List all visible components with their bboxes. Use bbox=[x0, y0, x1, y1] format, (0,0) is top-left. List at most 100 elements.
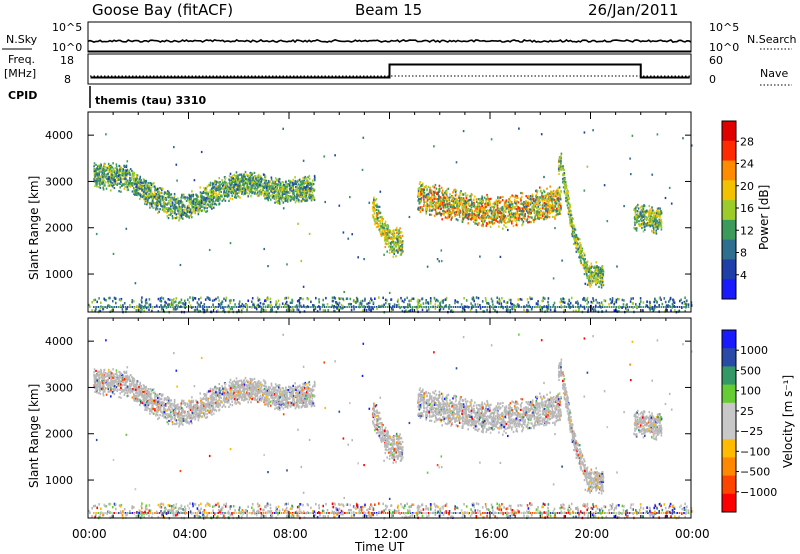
range-gate-cell bbox=[569, 222, 571, 225]
range-gate-cell bbox=[552, 198, 554, 201]
range-gate-cell bbox=[226, 193, 229, 196]
range-gate-cell bbox=[137, 186, 139, 189]
range-gate-cell bbox=[96, 172, 99, 175]
range-gate-cell bbox=[430, 205, 432, 208]
range-gate-cell bbox=[438, 198, 440, 201]
range-gate-cell bbox=[457, 212, 460, 215]
range-gate-cell bbox=[522, 212, 524, 215]
range-gate-cell bbox=[566, 188, 568, 191]
range-gate-cell bbox=[511, 212, 513, 215]
range-gate-cell bbox=[515, 217, 518, 220]
range-gate-cell bbox=[256, 184, 258, 187]
range-gate-cell bbox=[595, 280, 597, 283]
range-gate-cell bbox=[432, 190, 435, 193]
range-gate-cell bbox=[504, 209, 507, 212]
range-gate-cell bbox=[300, 189, 303, 192]
range-gate-cell bbox=[143, 184, 146, 187]
range-gate-cell bbox=[477, 209, 479, 212]
range-gate-cell bbox=[256, 194, 259, 198]
range-gate-cell bbox=[279, 183, 282, 187]
range-gate-cell bbox=[379, 222, 382, 225]
range-gate-cell bbox=[270, 185, 273, 188]
range-gate-cell bbox=[576, 246, 578, 249]
range-gate-cell bbox=[269, 180, 272, 183]
range-gate-cell bbox=[284, 185, 286, 188]
range-gate-cell bbox=[288, 179, 290, 182]
range-gate-cell bbox=[498, 208, 501, 211]
range-gate-cell bbox=[498, 210, 501, 213]
range-gate-cell bbox=[427, 306, 430, 308]
range-gate-cell bbox=[344, 306, 346, 308]
range-gate-cell bbox=[205, 190, 208, 193]
range-gate-cell bbox=[306, 197, 308, 200]
range-gate-cell bbox=[468, 201, 470, 204]
range-gate-cell bbox=[307, 189, 310, 192]
range-gate-cell bbox=[380, 234, 383, 237]
range-gate-cell bbox=[465, 213, 467, 216]
range-gate-cell bbox=[417, 199, 419, 202]
range-gate-cell bbox=[382, 228, 385, 231]
range-gate-cell bbox=[122, 183, 124, 186]
range-gate-cell bbox=[434, 196, 437, 199]
range-gate-cell bbox=[280, 187, 282, 190]
range-gate-cell bbox=[544, 196, 547, 199]
range-gate-cell bbox=[173, 195, 176, 198]
range-gate-cell bbox=[427, 195, 430, 198]
range-gate-cell bbox=[420, 191, 422, 194]
range-gate-cell bbox=[292, 196, 294, 199]
range-gate-cell bbox=[132, 174, 134, 177]
range-gate-cell bbox=[373, 217, 376, 221]
range-gate-cell bbox=[379, 220, 381, 223]
range-gate-cell bbox=[543, 201, 546, 204]
range-gate-cell bbox=[582, 255, 584, 258]
range-gate-cell bbox=[563, 190, 566, 193]
range-gate-cell bbox=[337, 306, 339, 308]
range-gate-cell bbox=[362, 306, 364, 308]
range-gate-cell bbox=[579, 306, 581, 308]
range-gate-cell bbox=[604, 306, 606, 308]
range-gate-cell bbox=[116, 171, 118, 174]
range-gate-cell bbox=[209, 184, 211, 187]
range-gate-cell bbox=[580, 255, 583, 258]
range-gate-cell bbox=[312, 179, 314, 182]
range-gate-cell bbox=[215, 196, 218, 199]
range-gate-cell bbox=[504, 219, 506, 222]
range-gate-cell bbox=[527, 200, 529, 203]
range-gate-cell bbox=[219, 185, 221, 188]
range-gate-cell bbox=[281, 191, 284, 194]
range-gate-cell bbox=[224, 195, 226, 198]
range-gate-cell bbox=[624, 306, 626, 308]
range-gate-cell bbox=[274, 197, 277, 200]
range-gate-cell bbox=[434, 183, 437, 187]
range-gate-cell bbox=[400, 246, 402, 249]
range-gate-cell bbox=[467, 214, 470, 217]
range-gate-cell bbox=[600, 268, 602, 271]
range-gate-cell bbox=[487, 214, 489, 217]
range-gate-cell bbox=[396, 229, 398, 232]
range-gate-cell bbox=[304, 191, 306, 194]
range-gate-cell bbox=[485, 216, 488, 219]
range-gate-cell bbox=[575, 241, 578, 244]
range-gate-cell bbox=[97, 179, 100, 182]
range-gate-cell bbox=[588, 268, 590, 271]
range-gate-cell bbox=[303, 192, 305, 195]
range-gate-cell bbox=[493, 206, 496, 209]
range-gate-cell bbox=[433, 197, 436, 200]
range-gate-cell bbox=[504, 306, 507, 308]
range-gate-cell bbox=[557, 206, 560, 209]
range-gate-cell bbox=[172, 205, 175, 208]
range-gate-cell bbox=[216, 199, 218, 202]
range-gate-cell bbox=[467, 204, 470, 207]
range-gate-cell bbox=[655, 216, 657, 219]
range-gate-cell bbox=[493, 306, 495, 308]
range-gate-cell bbox=[529, 198, 532, 201]
range-gate-cell bbox=[488, 203, 491, 206]
range-gate-cell bbox=[521, 224, 523, 227]
range-gate-cell bbox=[379, 230, 381, 233]
range-gate-cell bbox=[116, 183, 118, 186]
range-gate-cell bbox=[405, 306, 407, 308]
range-gate-cell bbox=[262, 191, 264, 194]
range-gate-cell bbox=[548, 210, 550, 213]
range-gate-cell bbox=[191, 205, 194, 208]
range-gate-cell bbox=[307, 184, 309, 188]
